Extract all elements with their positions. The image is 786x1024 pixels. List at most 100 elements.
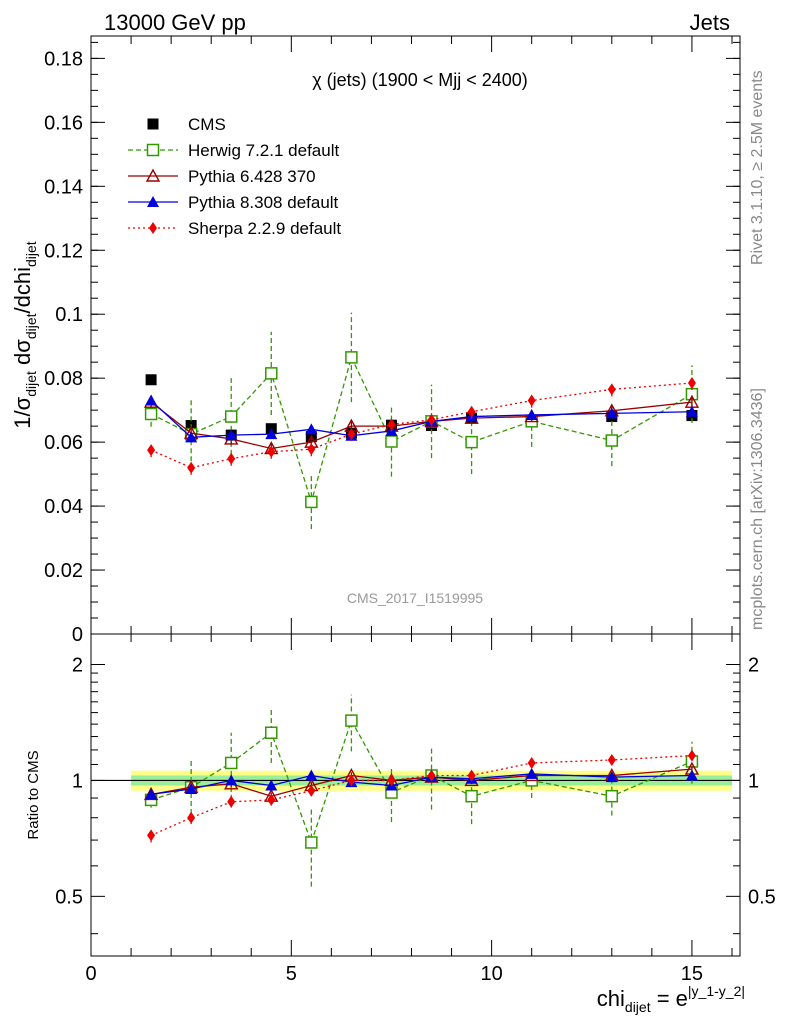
ratio-series-3-point [527, 756, 536, 769]
main-ylabel-part: dijet [23, 371, 39, 397]
main-series-4-point [387, 418, 396, 431]
main-series-4-line [150, 382, 692, 469]
main-panel: 0 0.02 0.04 0.06 0.08 0.1 0.12 0.14 0.16 0.18 χ (… [10, 35, 741, 646]
legend-label: Pythia 6.428 370 [188, 167, 316, 186]
main-series-3-point [265, 428, 278, 440]
legend-entry-3: Pythia 8.308 default [128, 193, 339, 212]
xtick-label: 0 [85, 963, 96, 985]
legend-marker [149, 222, 157, 234]
main-ytick-label: 0.02 [44, 560, 83, 582]
main-series-4-point [267, 445, 276, 458]
main-series-1-point [144, 407, 158, 421]
main-ytick-label: 0.14 [44, 176, 83, 198]
ratio-series-3-point [227, 795, 236, 808]
xlabel-part: |y_1-y_2| [688, 983, 745, 999]
ratio-series-2-point [685, 769, 698, 781]
ratio-series-3-point [387, 774, 396, 787]
main-series-4-point [687, 376, 696, 389]
main-series-1-point [345, 351, 358, 364]
main-series-4-point [347, 428, 356, 441]
ratio-ylabel: Ratio to CMS [25, 750, 42, 839]
ratio-series-3-point [427, 769, 436, 782]
x-axis: 0 5 10 15 [85, 36, 733, 985]
main-series-3-point [145, 394, 158, 406]
ratio-panel: 0.5 0.5 1 1 2 2 Ratio to CMS 0 5 10 15 chidijet … [25, 36, 776, 1015]
ratio-series-3-point [267, 793, 276, 806]
xlabel-text: chidijet = e|y_1-y_2| [597, 983, 745, 1015]
ratio-series-1-line [150, 768, 692, 797]
ratio-series-3-point [467, 769, 476, 782]
ratio-series-group [143, 694, 700, 887]
main-series-2-line [150, 401, 692, 450]
main-series-1-point [385, 435, 398, 448]
main-series-0-point [145, 374, 157, 386]
ratio-series-2-point [305, 769, 318, 781]
ratio-series-0-point [224, 756, 238, 770]
xlabel-part: dijet [625, 999, 651, 1015]
ratio-series-2-point [525, 767, 538, 779]
main-ylabel-text: 1/σdijet dσdijet/dchidijet [10, 241, 39, 429]
main-series-3-point [605, 407, 618, 419]
ratio-series-3-point [607, 753, 616, 766]
legend-entry-1: Herwig 7.2.1 default [128, 141, 339, 160]
main-ytick-label: 0.18 [44, 48, 83, 70]
ratio-series-2-point [225, 774, 238, 786]
ratio-series-3 [147, 749, 696, 843]
main-ytick-label: 0.04 [44, 496, 83, 518]
main-series-3-point [225, 429, 238, 441]
main-series-1-point [305, 495, 318, 509]
mcplots-label: mcplots.cern.ch [arXiv:1306.3436] [749, 388, 766, 630]
main-series-4-point [147, 444, 156, 457]
legend-entry-0: CMS [147, 115, 226, 134]
main-ylabel-part: 1/σ [10, 396, 35, 428]
ratio-ytick-label-right: 2 [748, 654, 759, 676]
ratio-series-2-point [145, 788, 158, 800]
ratio-series-3-point [187, 811, 196, 824]
main-ylabel-part: /dchi [10, 267, 35, 313]
ratio-series-2-line [151, 773, 692, 796]
main-series-4-point [227, 452, 236, 465]
main-series-1-line [150, 355, 693, 505]
header-right: Jets [690, 10, 730, 35]
xtick-label: 5 [286, 963, 297, 985]
main-series-1-point [265, 367, 278, 380]
main-ytick-label: 0.08 [44, 368, 83, 390]
legend-entry-4: Sherpa 2.2.9 default [128, 219, 341, 238]
ratio-series-3-point [307, 784, 316, 797]
x-axis-label: chidijet = e|y_1-y_2| [597, 983, 745, 1015]
legend-marker [145, 168, 161, 182]
main-ytick-label: 0.12 [44, 240, 83, 262]
main-series-4-point [307, 443, 316, 456]
main-series-3-point [305, 423, 318, 435]
main-series-4-point [467, 405, 476, 418]
header-left: 13000 GeV pp [104, 10, 246, 35]
rivet-label: Rivet 3.1.10, ≥ 2.5M events [749, 70, 766, 265]
ratio-series-0-line [150, 718, 693, 845]
xtick-label: 15 [681, 963, 703, 985]
ratio-ytick-label: 0.5 [55, 886, 83, 908]
main-series-4 [147, 375, 696, 475]
main-y-axis: 0 0.02 0.04 0.06 0.08 0.1 0.12 0.14 0.16 0.18 [44, 41, 740, 646]
main-series-3-point [685, 405, 698, 417]
ratio-series-0-point [265, 726, 278, 739]
main-series-4-point [187, 461, 196, 474]
ratio-ytick-label-right: 1 [748, 770, 759, 792]
ratio-frame [90, 633, 741, 957]
main-series-4-point [607, 383, 616, 396]
main-ytick-label: 0.16 [44, 112, 83, 134]
ratio-series-0-point [605, 789, 619, 803]
legend-label: CMS [188, 115, 226, 134]
ratio-ytick-label: 2 [72, 654, 83, 676]
watermark: CMS_2017_I1519995 [347, 590, 483, 606]
ratio-series-0-point [465, 789, 478, 803]
main-series-group [143, 312, 700, 530]
ratio-series-3-point [687, 749, 696, 762]
main-ylabel-part: dσ [10, 339, 35, 371]
legend-label: Sherpa 2.2.9 default [188, 219, 341, 238]
ratio-series-0-point [345, 714, 358, 727]
main-ytick-label: 0 [72, 624, 83, 646]
main-series-3-point [525, 408, 538, 420]
main-ylabel-part: dijet [23, 241, 39, 267]
main-title: χ (jets) (1900 < Mjj < 2400) [312, 70, 528, 90]
